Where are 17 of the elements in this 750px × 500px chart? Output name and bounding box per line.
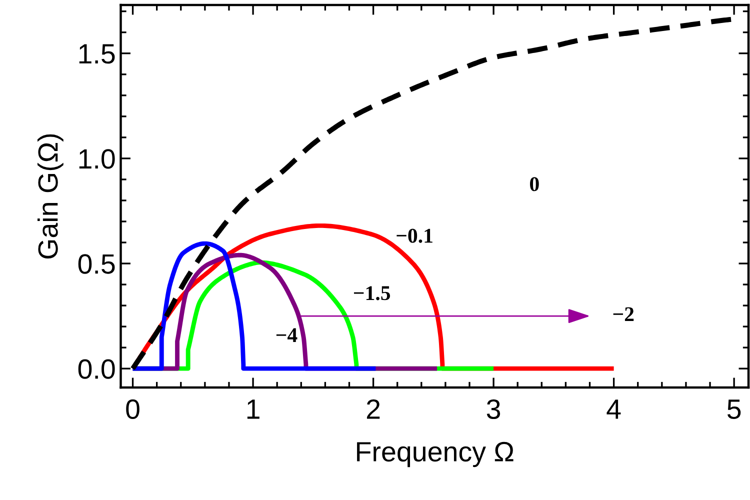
x-tick-label: 1 [247,400,260,419]
x-tick-label: 5 [727,400,741,420]
x-tick-label: 4 [606,400,621,419]
x-tick-label: 2 [366,399,380,419]
x-tick-label: 0 [126,399,140,420]
annotation: −1.5 [354,286,390,300]
y-tick-label: 0.0 [78,359,115,379]
y-tick-label: 1.0 [79,149,115,169]
y-tick-label: 1.5 [79,44,115,64]
annotation: −0.1 [396,228,432,243]
y-axis-title: Gain G(Ω) [37,134,64,258]
y-tick-label: 0.5 [78,254,115,274]
annotation: 0 [530,177,539,192]
annotation: −2 [613,307,634,322]
annotation: −4 [276,328,298,342]
x-axis-title: Frequency Ω [357,442,514,468]
x-tick-label: 3 [486,399,500,420]
